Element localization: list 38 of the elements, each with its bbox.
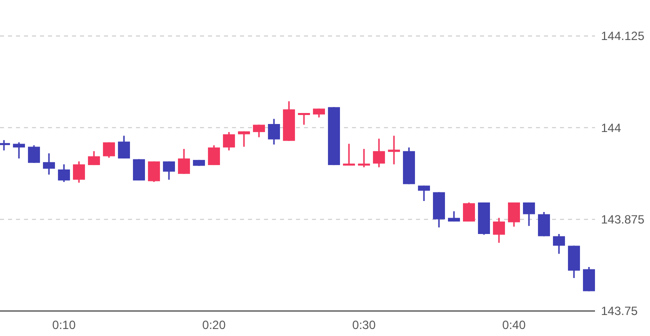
candlestick: [492, 217, 505, 244]
candlestick: [252, 124, 265, 138]
candlestick: [552, 233, 565, 255]
candlestick: [238, 130, 250, 148]
candlestick: [462, 202, 475, 222]
candlestick: [508, 202, 520, 228]
y-tick-label: 143.875: [601, 212, 645, 227]
candlestick: [418, 184, 430, 202]
candlestick: [118, 134, 130, 160]
candlestick: [222, 131, 235, 152]
x-tick-label: 0:20: [202, 318, 226, 332]
candlestick: [298, 112, 310, 126]
candlestick: [178, 148, 190, 175]
y-tick-label: 144.125: [601, 29, 645, 44]
candlestick: [102, 142, 115, 158]
candlestick: [538, 211, 550, 237]
candlestick: [388, 134, 400, 166]
candlestick: [358, 148, 370, 168]
candlestick: [582, 266, 595, 292]
candlestick: [342, 143, 355, 166]
candlestick: [42, 152, 55, 176]
candlestick: [88, 150, 100, 166]
y-tick-label: 143.75: [601, 304, 638, 318]
candlestick: [208, 144, 220, 166]
candlestick: [72, 160, 85, 184]
x-tick-label: 0:10: [52, 318, 76, 332]
candlestick: [372, 138, 385, 168]
candlestick: [522, 202, 535, 227]
candlestick: [268, 118, 280, 146]
candlestick: [28, 144, 40, 164]
candlestick: [148, 160, 160, 183]
x-tick-label: 0:40: [502, 318, 526, 332]
x-tick-label: 0:30: [352, 318, 376, 332]
candlestick: [58, 164, 70, 183]
y-tick-label: 144: [601, 120, 622, 135]
candlestick: [162, 160, 175, 180]
candlestick: [12, 142, 25, 160]
candlestick: [132, 158, 145, 182]
